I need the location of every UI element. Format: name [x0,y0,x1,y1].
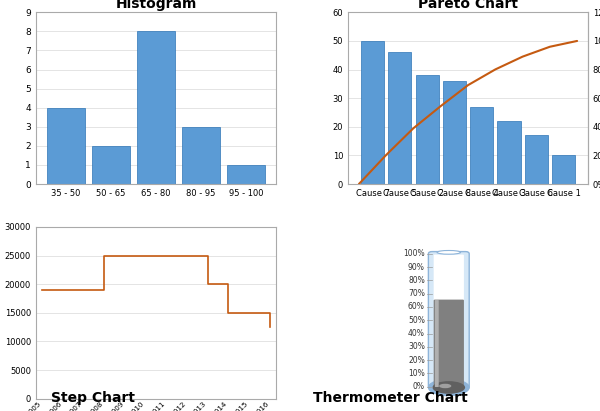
FancyBboxPatch shape [428,252,469,389]
Bar [470,107,493,184]
Text: Step Chart: Step Chart [51,391,135,405]
FancyBboxPatch shape [435,300,439,387]
Bar [361,41,384,184]
Ellipse shape [439,384,451,388]
Text: 40%: 40% [408,329,425,338]
Bar [182,127,220,184]
FancyBboxPatch shape [434,254,464,301]
Text: 50%: 50% [408,316,425,325]
Text: Thermometer Chart: Thermometer Chart [313,391,467,405]
FancyBboxPatch shape [434,300,464,388]
Text: 90%: 90% [408,263,425,272]
Text: 0%: 0% [413,382,425,391]
Text: 100%: 100% [403,249,425,259]
Bar [524,135,548,184]
Ellipse shape [428,379,469,396]
Bar [137,31,175,184]
Title: Pareto Chart: Pareto Chart [418,0,518,11]
Bar [416,75,439,184]
Bar [47,108,85,184]
Title: Histogram: Histogram [115,0,197,11]
Bar [497,121,521,184]
Text: 70%: 70% [408,289,425,298]
Ellipse shape [433,381,465,394]
Text: 80%: 80% [408,276,425,285]
Bar [92,146,130,184]
Bar [443,81,466,184]
Bar [227,165,265,184]
Bar [388,52,412,184]
Text: 10%: 10% [408,369,425,378]
Text: 30%: 30% [408,342,425,351]
Bar [552,155,575,184]
Ellipse shape [437,250,461,254]
Text: 60%: 60% [408,302,425,312]
Text: 20%: 20% [408,356,425,365]
